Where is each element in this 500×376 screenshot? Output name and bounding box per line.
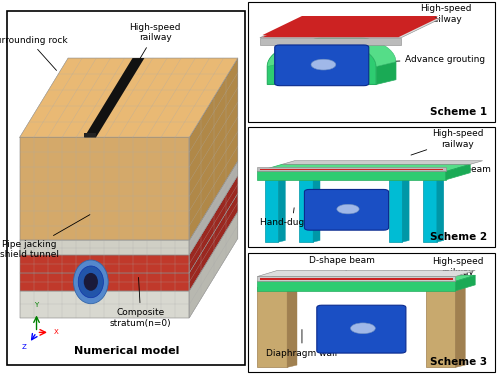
Polygon shape xyxy=(258,276,456,281)
Polygon shape xyxy=(287,285,297,367)
FancyBboxPatch shape xyxy=(274,45,369,86)
Polygon shape xyxy=(258,275,475,281)
Polygon shape xyxy=(258,287,287,367)
FancyBboxPatch shape xyxy=(248,253,495,372)
Text: High-speed
railway: High-speed railway xyxy=(418,257,484,278)
Ellipse shape xyxy=(84,273,98,291)
Text: Scheme 1: Scheme 1 xyxy=(430,107,488,117)
Polygon shape xyxy=(84,133,96,138)
Polygon shape xyxy=(313,178,320,242)
Polygon shape xyxy=(190,193,238,291)
Text: Hand-dug pile: Hand-dug pile xyxy=(260,208,324,227)
Polygon shape xyxy=(84,58,144,138)
Polygon shape xyxy=(456,285,466,367)
Polygon shape xyxy=(376,62,396,85)
Polygon shape xyxy=(456,275,475,291)
Polygon shape xyxy=(260,38,401,45)
Polygon shape xyxy=(426,287,456,367)
Polygon shape xyxy=(446,164,470,180)
Ellipse shape xyxy=(311,59,336,70)
Polygon shape xyxy=(282,161,482,164)
Polygon shape xyxy=(258,270,475,276)
Polygon shape xyxy=(190,161,238,255)
Polygon shape xyxy=(20,273,190,291)
FancyBboxPatch shape xyxy=(8,11,245,365)
Polygon shape xyxy=(258,167,446,171)
Polygon shape xyxy=(423,178,444,180)
Ellipse shape xyxy=(78,266,104,298)
Polygon shape xyxy=(20,138,190,240)
Polygon shape xyxy=(268,40,376,85)
Polygon shape xyxy=(260,278,453,280)
Text: High-speed
railway: High-speed railway xyxy=(411,129,484,155)
Text: Numerical model: Numerical model xyxy=(74,346,179,356)
Polygon shape xyxy=(258,171,446,180)
Polygon shape xyxy=(190,211,238,318)
Text: High-speed
railway: High-speed railway xyxy=(379,4,471,28)
Polygon shape xyxy=(265,178,285,180)
Polygon shape xyxy=(437,178,444,242)
Polygon shape xyxy=(262,18,438,37)
Polygon shape xyxy=(258,281,456,291)
Ellipse shape xyxy=(337,204,359,214)
Polygon shape xyxy=(20,255,190,273)
Polygon shape xyxy=(426,285,466,287)
Ellipse shape xyxy=(74,260,108,304)
Text: D-shape beam: D-shape beam xyxy=(411,165,491,175)
Text: Scheme 3: Scheme 3 xyxy=(430,358,488,367)
FancyBboxPatch shape xyxy=(248,2,495,121)
Text: Advance grouting: Advance grouting xyxy=(384,55,486,64)
Polygon shape xyxy=(300,178,320,180)
Text: High-speed
railway: High-speed railway xyxy=(130,23,181,63)
Polygon shape xyxy=(190,58,238,240)
Text: Scheme 2: Scheme 2 xyxy=(430,232,488,242)
Ellipse shape xyxy=(350,323,376,334)
Polygon shape xyxy=(423,180,437,242)
Text: X: X xyxy=(54,329,58,335)
Polygon shape xyxy=(402,178,409,242)
Text: Y: Y xyxy=(34,302,38,308)
Polygon shape xyxy=(388,180,402,242)
Polygon shape xyxy=(258,285,297,287)
Text: Pipe jacking
shield tunnel: Pipe jacking shield tunnel xyxy=(0,215,90,259)
Polygon shape xyxy=(388,178,409,180)
Text: Diaphragm wall: Diaphragm wall xyxy=(266,329,338,358)
FancyBboxPatch shape xyxy=(304,190,388,230)
Text: Composite
stratum(n=0): Composite stratum(n=0) xyxy=(110,277,172,327)
Polygon shape xyxy=(20,291,190,318)
Polygon shape xyxy=(300,180,313,242)
Polygon shape xyxy=(262,16,438,35)
Polygon shape xyxy=(260,19,440,38)
Polygon shape xyxy=(20,240,190,255)
Polygon shape xyxy=(20,58,238,138)
Polygon shape xyxy=(278,178,285,242)
Polygon shape xyxy=(258,164,470,171)
Polygon shape xyxy=(265,180,278,242)
Polygon shape xyxy=(260,168,443,170)
Text: Z: Z xyxy=(22,344,27,350)
FancyBboxPatch shape xyxy=(317,305,406,353)
FancyBboxPatch shape xyxy=(248,127,495,247)
Polygon shape xyxy=(268,35,396,67)
Text: D-shape beam: D-shape beam xyxy=(308,256,374,272)
Text: Surrounding rock: Surrounding rock xyxy=(0,35,68,70)
Polygon shape xyxy=(190,175,238,273)
